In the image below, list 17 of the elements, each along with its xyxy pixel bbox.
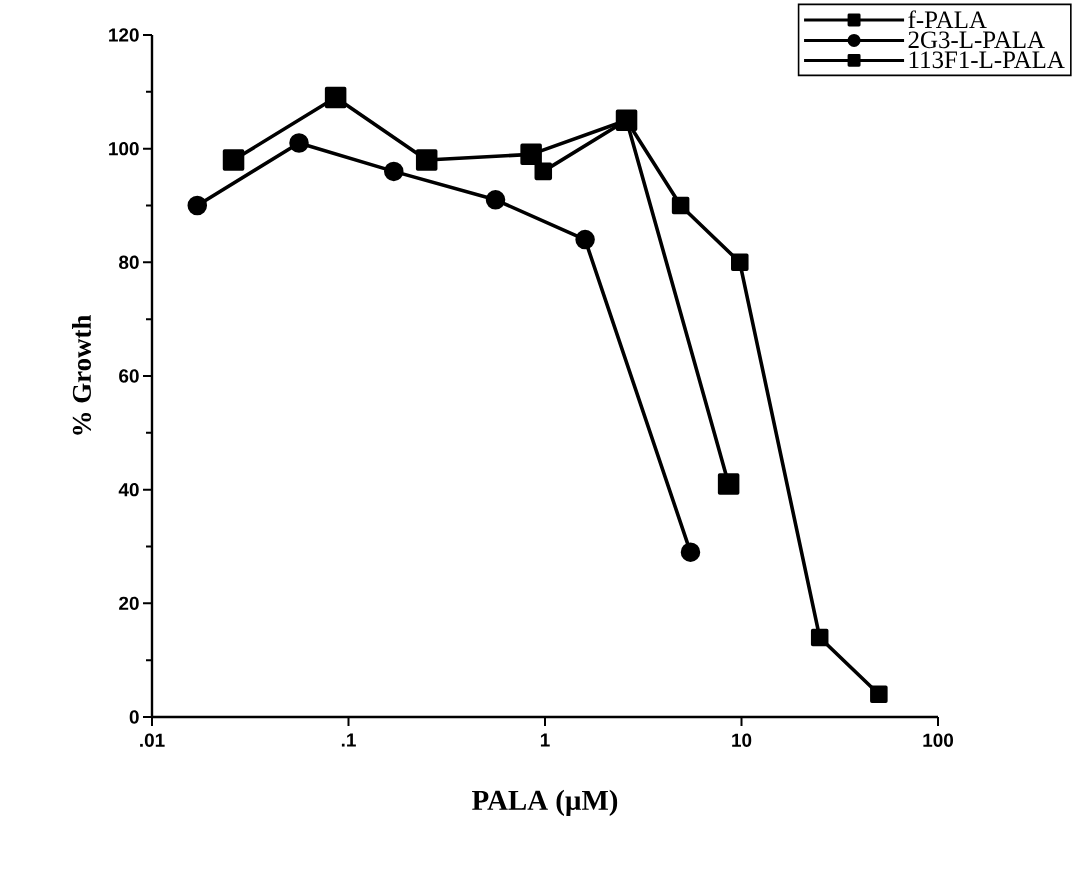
legend-label: 113F1-L-PALA	[909, 51, 1065, 69]
y-tick-label: 40	[118, 482, 139, 497]
y-axis-title: % Growth	[72, 314, 92, 435]
legend-label: f-PALA	[908, 10, 987, 28]
x-tick-label: 1	[540, 733, 550, 747]
x-tick-label: .1	[341, 733, 356, 747]
x-tick-label: 100	[923, 733, 954, 747]
x-tick-label: 10	[732, 733, 752, 747]
legend-label: 2G3-L-PALA	[908, 31, 1045, 49]
y-tick-label: 0	[129, 710, 139, 724]
y-tick-label: 100	[109, 141, 139, 156]
y-tick-label: 120	[109, 28, 139, 42]
x-axis-title: PALA (µM)	[472, 789, 618, 816]
y-tick-label: 60	[119, 369, 139, 383]
x-tick-label: .01	[140, 733, 165, 747]
y-tick-label: 80	[119, 255, 139, 270]
y-tick-label: 20	[119, 596, 139, 611]
